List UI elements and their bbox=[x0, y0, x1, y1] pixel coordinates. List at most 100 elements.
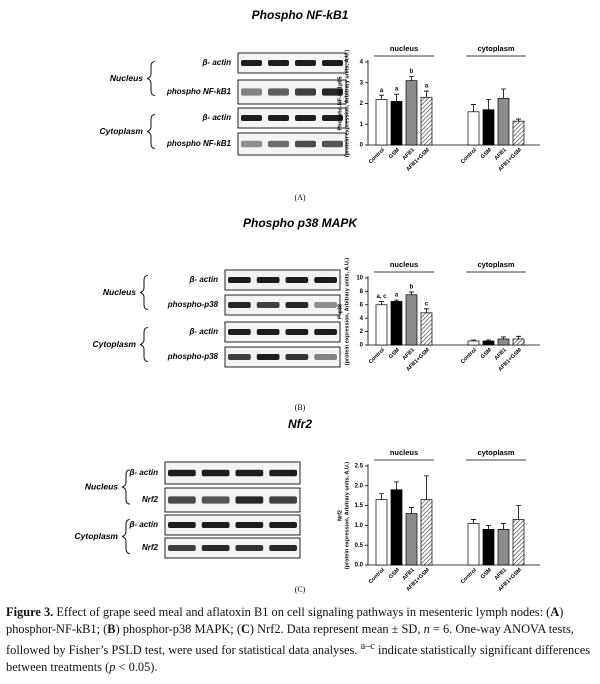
group-label: nucleus bbox=[390, 448, 418, 457]
blot-row-label: β- actin bbox=[188, 327, 218, 336]
y-tick-label: 2.5 bbox=[355, 464, 364, 470]
group-label: nucleus bbox=[390, 44, 418, 53]
significance-letter: a bbox=[425, 84, 429, 90]
bar bbox=[390, 101, 403, 146]
x-tick-label: GSM bbox=[388, 347, 401, 360]
caption-text: = 6. One-way ANOVA tests, followed by Fi… bbox=[6, 622, 574, 658]
blot-band bbox=[235, 522, 264, 528]
caption-text: C bbox=[240, 622, 250, 636]
blot-band bbox=[314, 329, 337, 335]
y-tick-label: 8 bbox=[360, 289, 364, 295]
error-bar bbox=[471, 339, 476, 341]
x-tick-label: Control bbox=[368, 147, 386, 165]
y-axis-label: (protein expression, Arbitrary units, A.… bbox=[344, 50, 350, 158]
bar bbox=[390, 301, 403, 346]
x-tick-label: Control bbox=[368, 347, 386, 365]
error-bar bbox=[409, 507, 414, 514]
error-bar bbox=[394, 299, 399, 302]
blot-band bbox=[314, 302, 337, 308]
blot-row-label: phospho-p38 bbox=[167, 300, 219, 309]
caption-text: ) phosphor-p38 MAPK; ( bbox=[115, 622, 241, 636]
x-tick-label: Control bbox=[460, 347, 478, 365]
caption-text: Effect of grape seed meal and aflatoxin … bbox=[53, 605, 551, 619]
blot-band bbox=[168, 469, 196, 477]
compartment-label: Nucleus bbox=[110, 73, 143, 83]
y-tick-label: 4 bbox=[360, 60, 364, 66]
blot-band bbox=[322, 115, 343, 121]
blot-box bbox=[224, 269, 341, 291]
group-label: cytoplasm bbox=[477, 44, 514, 53]
blot-box bbox=[224, 294, 341, 316]
panel-title: Phospho p38 MAPK bbox=[243, 216, 358, 230]
brace bbox=[121, 518, 131, 555]
error-bar bbox=[501, 88, 506, 99]
blot-band bbox=[256, 329, 280, 335]
blot-band bbox=[322, 140, 343, 148]
blot-band bbox=[201, 545, 230, 551]
blot-band bbox=[168, 496, 196, 504]
panel-title: Nfr2 bbox=[288, 417, 312, 431]
blot-band bbox=[269, 545, 297, 551]
error-bar bbox=[501, 523, 506, 530]
error-bar bbox=[486, 525, 491, 530]
y-tick-label: 1.0 bbox=[355, 523, 364, 529]
y-tick-label: 0.0 bbox=[355, 563, 364, 569]
blot-row-label: β- actin bbox=[201, 113, 231, 122]
panel-title: Phospho NF-kB1 bbox=[252, 8, 349, 22]
blot-band bbox=[268, 60, 289, 66]
panel-label: (B) bbox=[295, 403, 306, 412]
blot-band bbox=[268, 88, 289, 96]
blot-row-label: Nrf2 bbox=[142, 543, 159, 552]
error-bar bbox=[501, 336, 506, 339]
bar bbox=[467, 340, 480, 346]
blot-box bbox=[224, 321, 341, 343]
bar bbox=[467, 111, 480, 146]
significance-letter: a bbox=[395, 293, 399, 299]
blot-band bbox=[295, 88, 316, 96]
blot-band bbox=[241, 115, 262, 121]
blot-band bbox=[256, 354, 280, 360]
bar bbox=[375, 98, 388, 146]
caption-text: ) Nrf2. Data represent mean ± SD, bbox=[249, 622, 424, 636]
bar bbox=[467, 523, 480, 566]
error-bar bbox=[486, 98, 491, 110]
blot-band bbox=[295, 115, 316, 121]
error-bar bbox=[516, 335, 521, 339]
bar bbox=[405, 294, 418, 346]
bar bbox=[405, 80, 418, 146]
y-tick-label: 2.0 bbox=[355, 483, 364, 489]
blot-band bbox=[285, 277, 309, 283]
bar bbox=[482, 340, 495, 346]
group-label: nucleus bbox=[390, 260, 418, 269]
error-bar bbox=[424, 308, 429, 313]
blot-band bbox=[201, 522, 230, 528]
error-bar bbox=[471, 519, 476, 524]
y-tick-label: 2 bbox=[360, 101, 364, 107]
blot-row-label: β- actin bbox=[128, 520, 158, 529]
y-tick-label: 2 bbox=[360, 329, 364, 335]
y-axis-label: P-p38 bbox=[337, 304, 343, 319]
blot-band bbox=[241, 60, 262, 66]
blot-band bbox=[322, 60, 343, 66]
blot-band bbox=[228, 354, 251, 360]
y-tick-label: 6 bbox=[360, 302, 364, 308]
caption-text: < 0.05). bbox=[115, 660, 158, 675]
y-tick-label: 1.5 bbox=[355, 503, 364, 509]
significance-letter: b bbox=[410, 285, 414, 291]
brace bbox=[139, 326, 149, 363]
blot-band bbox=[235, 545, 264, 551]
blot-row-label: phospho NF-kB1 bbox=[166, 87, 232, 96]
x-tick-label: GSM bbox=[388, 567, 401, 580]
x-tick-label: GSM bbox=[480, 347, 493, 360]
significance-letter: a bbox=[380, 88, 384, 94]
error-bar bbox=[516, 505, 521, 520]
bar bbox=[420, 96, 433, 146]
blot-band bbox=[314, 277, 337, 283]
figure-caption: Figure 3. Effect of grape seed meal and … bbox=[6, 604, 594, 676]
bar bbox=[420, 312, 433, 346]
panel-label: (A) bbox=[294, 193, 305, 202]
blot-box bbox=[237, 107, 347, 129]
y-axis-label: Phospho-NF-kB1p65 bbox=[337, 76, 343, 130]
blot-band bbox=[269, 469, 297, 477]
blot-band bbox=[285, 329, 309, 335]
